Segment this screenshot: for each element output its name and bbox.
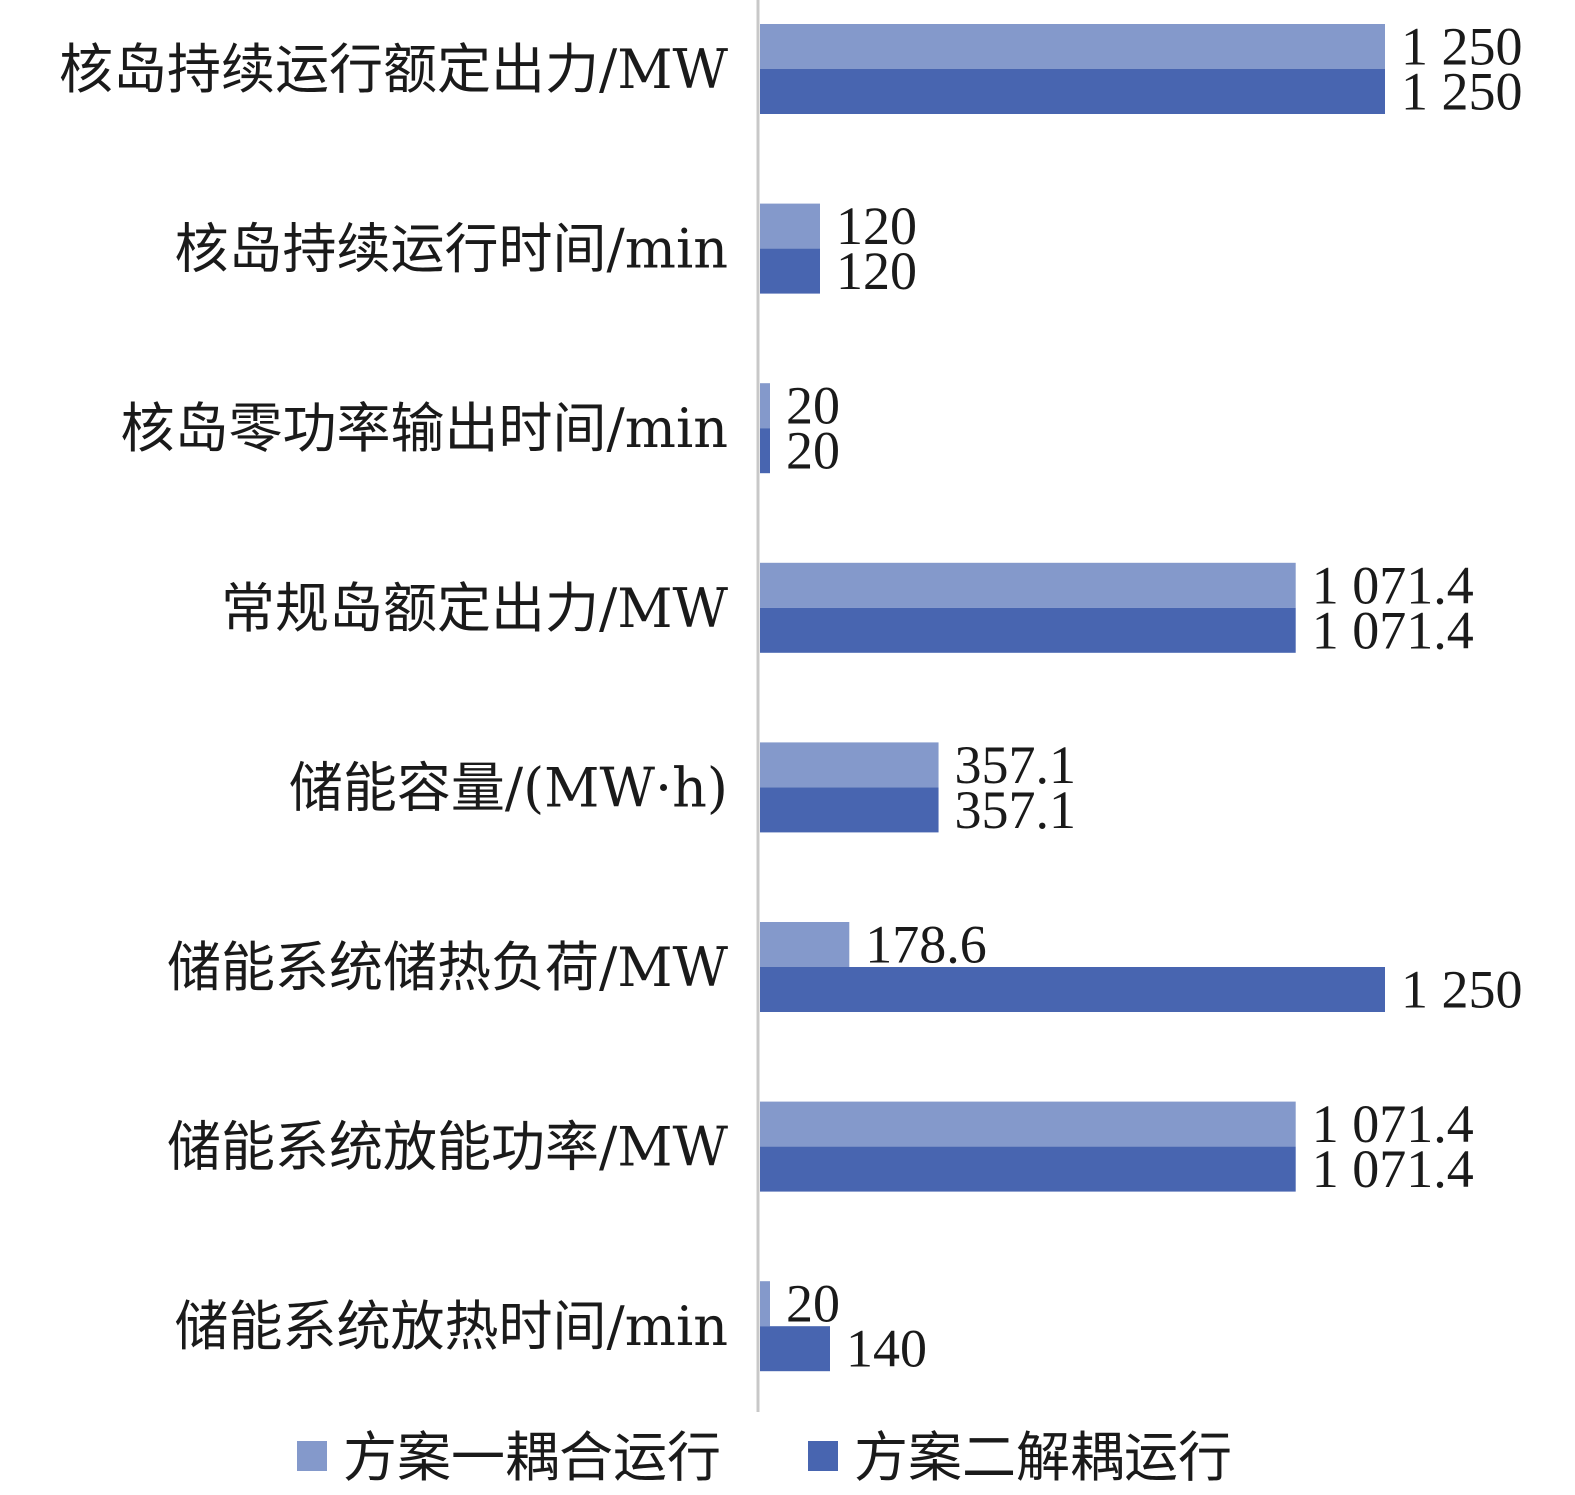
data-label-scheme-1: 357.1 <box>955 735 1077 795</box>
category-label: 储能系统储热负荷/MW <box>167 936 728 999</box>
bar-scheme-1 <box>760 383 770 429</box>
bar-scheme-1 <box>760 742 939 788</box>
data-label-scheme-2: 1 071.4 <box>1312 1139 1474 1199</box>
data-label-scheme-2: 357.1 <box>955 780 1077 840</box>
bar-scheme-1 <box>760 562 1296 608</box>
bar-scheme-2 <box>760 607 1296 653</box>
bar-scheme-1 <box>760 24 1385 69</box>
bar-scheme-2 <box>760 1326 830 1372</box>
data-label-scheme-2: 1 071.4 <box>1312 600 1474 660</box>
bar-scheme-2 <box>760 967 1385 1012</box>
bar-scheme-2 <box>760 69 1385 114</box>
category-label: 核岛持续运行时间/min <box>175 218 728 281</box>
category-label: 储能系统放能功率/MW <box>167 1116 728 1179</box>
legend-label-scheme-2: 方案二解耦运行 <box>854 1426 1232 1489</box>
bar-scheme-2 <box>760 248 820 294</box>
bar-scheme-2 <box>760 787 939 833</box>
data-label-scheme-2: 20 <box>786 421 840 481</box>
legend-swatch-scheme-2 <box>808 1441 838 1471</box>
data-label-scheme-2: 140 <box>846 1319 927 1379</box>
data-label-scheme-1: 120 <box>836 196 917 256</box>
bar-scheme-1 <box>760 203 820 249</box>
bar-scheme-2 <box>760 1146 1296 1192</box>
data-label-scheme-1: 1 250 <box>1401 17 1523 77</box>
legend-label-scheme-1: 方案一耦合运行 <box>343 1426 721 1489</box>
data-label-scheme-2: 1 250 <box>1401 62 1523 122</box>
data-label-scheme-1: 178.6 <box>865 915 987 975</box>
data-label-scheme-1: 1 071.4 <box>1312 1094 1474 1154</box>
bar-scheme-2 <box>760 428 770 474</box>
data-label-scheme-2: 120 <box>836 241 917 301</box>
data-label-scheme-1: 20 <box>786 1274 840 1334</box>
category-label: 储能系统放热时间/min <box>175 1295 728 1358</box>
data-label-scheme-1: 20 <box>786 376 840 436</box>
category-label: 储能容量/(MW·h) <box>289 756 728 819</box>
bar-scheme-1 <box>760 1281 770 1327</box>
legend-swatch-scheme-1 <box>297 1441 327 1471</box>
category-label: 核岛持续运行额定出力/MW <box>59 38 728 101</box>
data-label-scheme-2: 1 250 <box>1401 960 1523 1020</box>
category-label: 核岛零功率输出时间/min <box>121 397 728 460</box>
data-label-scheme-1: 1 071.4 <box>1312 555 1474 615</box>
bar-scheme-1 <box>760 1101 1296 1147</box>
bars-group <box>760 24 1385 1372</box>
legend: 方案一耦合运行 方案二解耦运行 <box>297 1426 1232 1489</box>
category-label: 常规岛额定出力/MW <box>221 577 728 640</box>
bar-scheme-1 <box>760 922 850 967</box>
